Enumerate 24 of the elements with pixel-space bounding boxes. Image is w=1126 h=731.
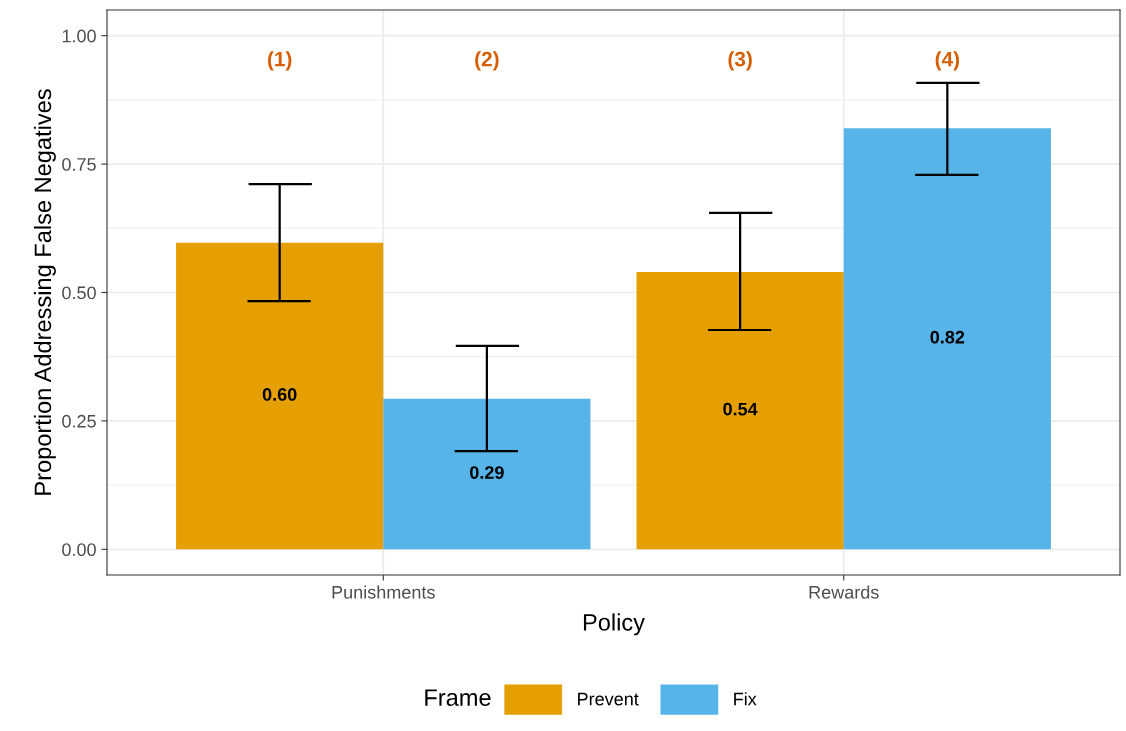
y-axis-title: Proportion Addressing False Negatives xyxy=(33,89,56,495)
legend-title: Frame xyxy=(425,689,491,706)
legend-label: Prevent xyxy=(578,692,639,706)
x-tick-label: Punishments xyxy=(332,585,435,599)
y-tick-label: 0.00 xyxy=(62,543,96,557)
data-label: 0.60 xyxy=(262,388,297,401)
y-tick-label: 1.00 xyxy=(62,29,96,43)
data-label: 0.54 xyxy=(723,402,758,416)
annotation: (1) xyxy=(267,51,292,71)
x-axis-title: Policy xyxy=(583,613,645,636)
bar xyxy=(636,271,844,550)
annotation: (2) xyxy=(475,51,499,71)
y-tick-label: 0.25 xyxy=(62,414,96,428)
y-tick-label: 0.75 xyxy=(62,158,96,171)
bar xyxy=(176,242,384,550)
annotation: (3) xyxy=(728,51,752,71)
y-tick-label: 0.50 xyxy=(62,286,96,300)
legend-label: Fix xyxy=(734,692,757,706)
data-label: 0.82 xyxy=(930,330,965,344)
bar xyxy=(383,398,591,550)
x-tick-label: Rewards xyxy=(809,585,879,599)
bar xyxy=(843,128,1051,550)
data-label: 0.29 xyxy=(470,466,504,479)
annotation: (4) xyxy=(935,51,960,71)
